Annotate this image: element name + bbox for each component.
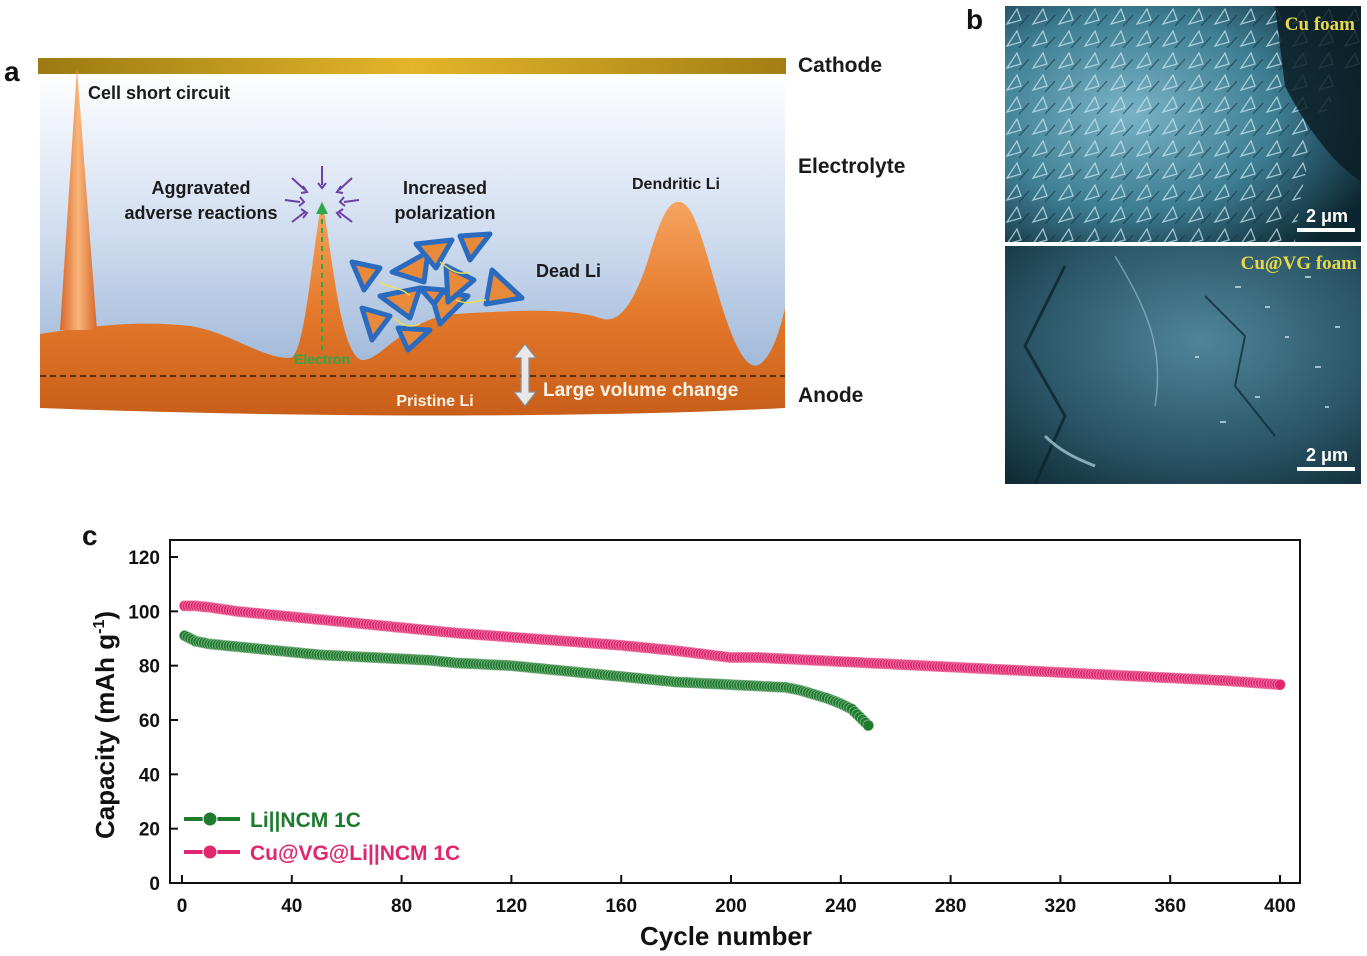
aggravated-label-line2: adverse reactions xyxy=(124,203,277,223)
x-tick-label: 40 xyxy=(281,896,302,917)
panel-b-letter: b xyxy=(966,4,984,35)
x-tick-label: 200 xyxy=(715,896,747,917)
anode-schematic: Cathode Electrolyte Anode Cell short cir… xyxy=(38,54,905,416)
x-tick-label: 240 xyxy=(825,896,857,917)
series-1 xyxy=(178,629,875,732)
legend-label: Cu@VG@Li||NCM 1C xyxy=(250,842,460,865)
top-scale-label: 2 μm xyxy=(1306,206,1348,226)
x-tick-label: 80 xyxy=(391,896,412,917)
x-tick-label: 160 xyxy=(605,896,637,917)
y-tick-label: 0 xyxy=(149,874,160,895)
electron-label: Electron xyxy=(294,351,350,367)
cu-vg-foam-label: Cu@VG foam xyxy=(1241,253,1358,274)
electron-arrow-head xyxy=(316,202,328,214)
sem-top-image: Cu foam 2 μm xyxy=(1005,6,1361,242)
volume-change-label: Large volume change xyxy=(543,380,738,401)
electrolyte-label: Electrolyte xyxy=(798,155,905,178)
chart-legend: Li||NCM 1C Cu@VG@Li||NCM 1C xyxy=(184,809,460,865)
y-tick-label: 100 xyxy=(128,602,160,623)
x-tick-label: 320 xyxy=(1045,896,1077,917)
reaction-burst-icon xyxy=(284,166,360,223)
y-tick-label: 20 xyxy=(139,820,160,841)
dead-li-cluster xyxy=(349,231,525,353)
top-scale-bar xyxy=(1297,228,1355,232)
pristine-label: Pristine Li xyxy=(396,393,473,410)
y-tick-label: 40 xyxy=(139,765,160,786)
series-2 xyxy=(178,600,1286,691)
polarization-label-line1: Increased xyxy=(403,178,487,198)
capacity-cycle-chart: 0 40 80 120 160 200 240 280 320 360 400 0 20 40 60 80 10… xyxy=(90,539,1301,951)
y-axis-label-sup: -1 xyxy=(91,620,108,634)
plot-frame xyxy=(169,539,1301,884)
legend-swatch-marker xyxy=(202,844,218,860)
cu-foam-label: Cu foam xyxy=(1285,14,1355,35)
aggravated-label-line1: Aggravated xyxy=(151,178,250,198)
sem-micrographs: Cu foam 2 μm Cu@VG foam 2 μm xyxy=(1005,6,1361,484)
legend-label: Li||NCM 1C xyxy=(250,809,361,832)
y-axis-label-main: Capacity (mAh g xyxy=(90,634,120,839)
dendritic-label: Dendritic Li xyxy=(632,176,720,193)
short-circuit-spike xyxy=(60,68,97,330)
x-tick-label: 0 xyxy=(177,896,188,917)
y-axis-label-end: ) xyxy=(90,611,120,620)
bottom-scale-bar xyxy=(1297,467,1355,471)
y-axis-label: Capacity (mAh g-1) xyxy=(90,611,120,839)
polarization-label-line2: polarization xyxy=(394,203,495,223)
x-tick-label: 280 xyxy=(935,896,967,917)
x-axis-label: Cycle number xyxy=(640,921,812,951)
cathode-bar xyxy=(38,58,786,74)
y-tick-label: 80 xyxy=(139,657,160,678)
lithium-anode xyxy=(40,200,785,416)
data-point xyxy=(862,719,875,732)
bottom-scale-label: 2 μm xyxy=(1306,445,1348,465)
legend-swatch-marker xyxy=(202,811,218,827)
dead-li-label: Dead Li xyxy=(536,261,601,281)
volume-change-arrow xyxy=(512,343,538,407)
dead-li-sei-lines xyxy=(379,261,487,327)
short-circuit-label: Cell short circuit xyxy=(88,83,230,103)
sem-bottom-image: Cu@VG foam 2 μm xyxy=(1005,246,1361,484)
cathode-label: Cathode xyxy=(798,54,882,77)
x-tick-label: 400 xyxy=(1264,896,1296,917)
panel-c-letter: c xyxy=(82,520,98,551)
anode-label: Anode xyxy=(798,384,863,407)
y-tick-label: 60 xyxy=(139,711,160,732)
data-point xyxy=(1274,678,1286,691)
y-tick-label: 120 xyxy=(128,548,160,569)
x-tick-label: 120 xyxy=(496,896,528,917)
x-tick-label: 360 xyxy=(1154,896,1186,917)
panel-a-letter: a xyxy=(4,56,20,87)
